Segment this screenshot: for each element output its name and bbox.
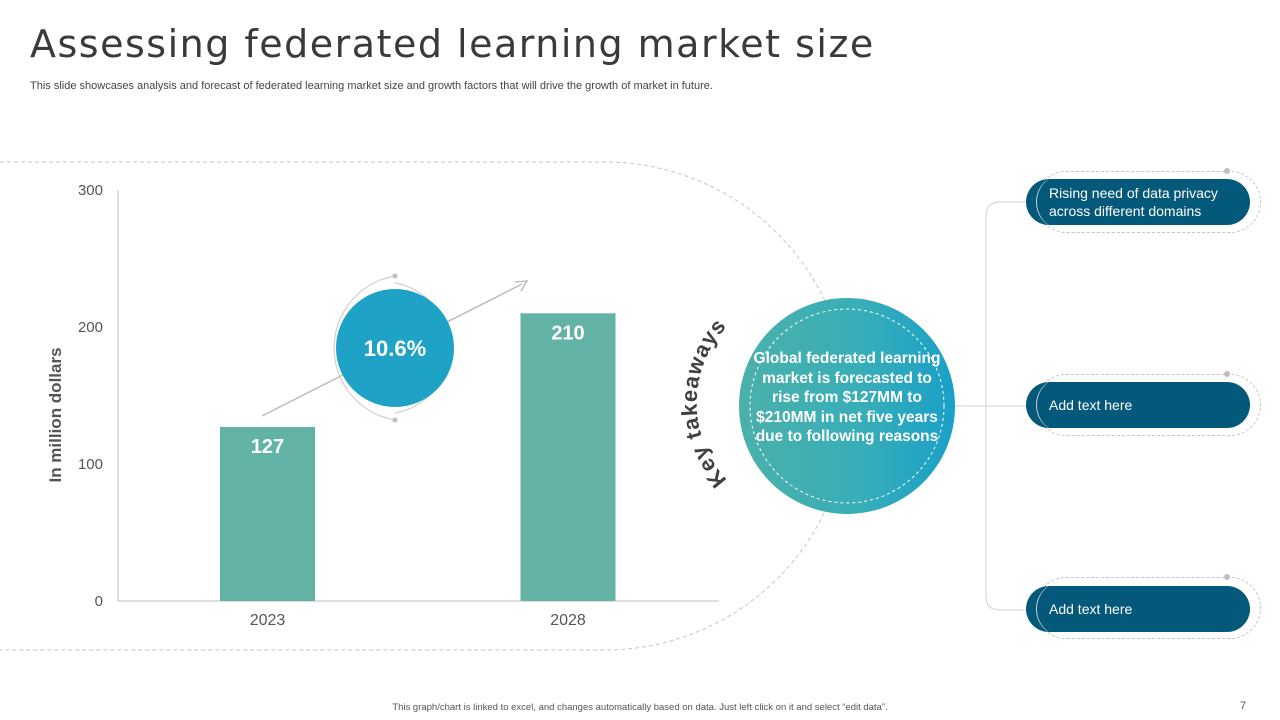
y-tick-label: 300	[78, 182, 103, 199]
y-tick-label: 0	[95, 593, 103, 610]
page-number: 7	[1240, 700, 1247, 712]
bars-group: 127 2023 210 2028	[220, 313, 616, 629]
branch-connector	[985, 201, 1026, 611]
page-title: Assessing federated learning market size	[30, 22, 875, 66]
svg-text:Key takeaways: Key takeaways	[677, 313, 732, 493]
page-subtitle: This slide showcases analysis and foreca…	[30, 80, 713, 92]
y-tick-label: 100	[78, 456, 103, 473]
growth-rate-circle	[336, 289, 454, 407]
takeaway-center-text: Global federated learning market is fore…	[753, 350, 941, 445]
y-axis-label: In million dollars	[46, 347, 65, 482]
y-tick-label: 200	[78, 319, 103, 336]
bar-value-label: 210	[551, 322, 584, 344]
takeaway-circle-dashed-ring	[749, 308, 945, 504]
footer-note: This graph/chart is linked to excel, and…	[392, 702, 888, 713]
key-takeaways-label: Key takeaways	[677, 313, 731, 493]
reason-pill-arc	[1036, 174, 1094, 230]
takeaway-circle	[739, 298, 955, 514]
x-tick-label: 2028	[550, 612, 586, 629]
reason-pill-arc	[1036, 581, 1094, 637]
bar-2028	[520, 313, 616, 601]
growth-arrowhead	[514, 280, 529, 292]
dashed-enclosure	[0, 161, 850, 651]
x-tick-label: 2023	[250, 612, 286, 629]
reason-pill-arc	[1036, 377, 1094, 433]
growth-rate-label: 10.6%	[364, 336, 426, 361]
bar-value-label: 127	[251, 436, 284, 458]
bar-2023	[220, 427, 315, 601]
growth-arc-outer	[333, 275, 396, 421]
